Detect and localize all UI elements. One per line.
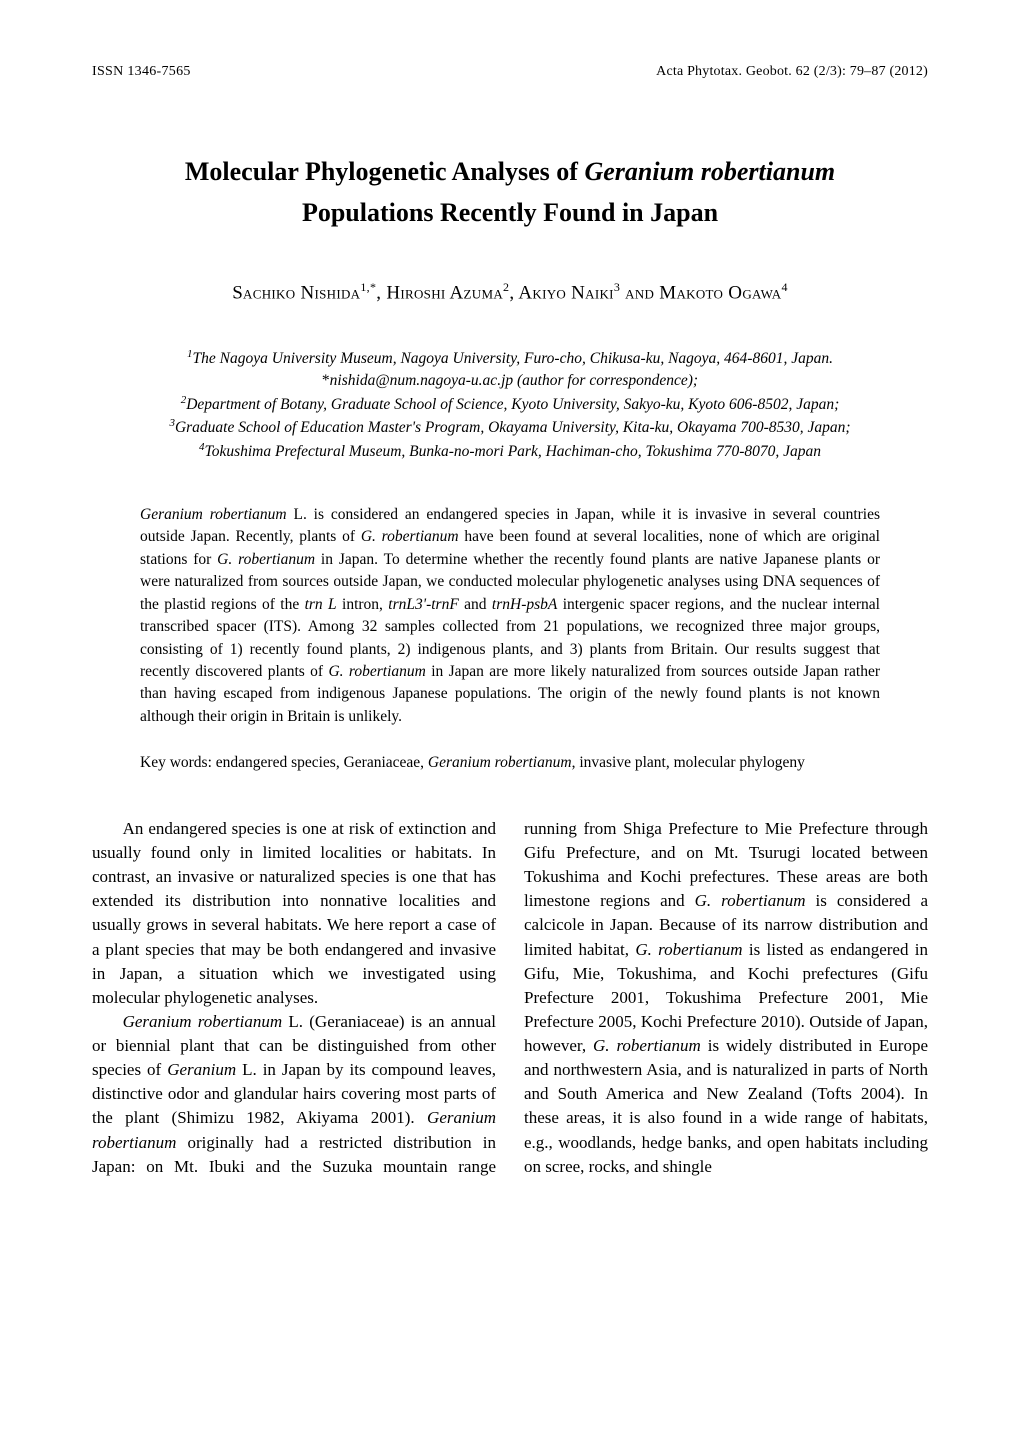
affiliation-2: Department of Botany, Graduate School of… bbox=[186, 396, 839, 413]
article-title: Molecular Phylogenetic Analyses of Geran… bbox=[92, 152, 928, 233]
issn-label: ISSN 1346-7565 bbox=[92, 62, 191, 82]
title-line1-prefix: Molecular Phylogenetic Analyses of bbox=[185, 157, 585, 186]
author-2: Hiroshi Azuma bbox=[386, 282, 503, 303]
body-species: G. robertianum bbox=[635, 940, 742, 959]
affiliation-4: Tokushima Prefectural Museum, Bunka-no-m… bbox=[205, 443, 822, 460]
affiliation-1: The Nagoya University Museum, Nagoya Uni… bbox=[193, 350, 833, 367]
body-species: Geranium robertianum bbox=[123, 1012, 283, 1031]
abstract-species: G. robertianum bbox=[217, 551, 315, 568]
running-header: ISSN 1346-7565 Acta Phytotax. Geobot. 62… bbox=[92, 62, 928, 82]
body-run: is widely distributed in Europe and nort… bbox=[524, 1036, 928, 1176]
author-sep-and: and bbox=[620, 282, 659, 303]
author-1: Sachiko Nishida bbox=[232, 282, 360, 303]
abstract-species: G. robertianum bbox=[328, 663, 425, 680]
author-4-affil: 4 bbox=[781, 280, 787, 294]
abstract-block: Geranium robertianum L. is considered an… bbox=[140, 504, 880, 729]
title-line2: Populations Recently Found in Japan bbox=[302, 198, 718, 227]
keywords-suffix: , invasive plant, molecular phylogeny bbox=[572, 754, 805, 771]
abstract-species: G. robertianum bbox=[361, 528, 459, 545]
journal-reference: Acta Phytotax. Geobot. 62 (2/3): 79–87 (… bbox=[656, 62, 928, 82]
abstract-gene: trnL3'-trnF bbox=[388, 596, 459, 613]
body-species: G. robertianum bbox=[593, 1036, 701, 1055]
author-list: Sachiko Nishida1,*, Hiroshi Azuma2, Akiy… bbox=[92, 279, 928, 307]
abstract-gene: trnH-psbA bbox=[492, 596, 557, 613]
author-sep: , bbox=[376, 282, 386, 303]
keywords-block: Key words: endangered species, Geraniace… bbox=[140, 752, 880, 774]
body-species: G. robertianum bbox=[695, 891, 806, 910]
title-species-name: Geranium robertianum bbox=[584, 157, 835, 186]
abstract-text: and bbox=[459, 596, 492, 613]
body-text-columns: An endangered species is one at risk of … bbox=[92, 817, 928, 1179]
author-4: Makoto Ogawa bbox=[659, 282, 781, 303]
affiliation-3: Graduate School of Education Master's Pr… bbox=[175, 420, 851, 437]
author-3: Akiyo Naiki bbox=[518, 282, 613, 303]
keywords-species: Geranium robertianum bbox=[428, 754, 572, 771]
abstract-text: intron, bbox=[337, 596, 389, 613]
body-genus: Geranium bbox=[167, 1060, 236, 1079]
correspondence-email: nishida@num.nagoya-u.ac.jp (author for c… bbox=[330, 372, 698, 389]
affiliations-block: 1The Nagoya University Museum, Nagoya Un… bbox=[102, 347, 918, 464]
corr-asterisk: * bbox=[322, 372, 330, 389]
author-1-affil: 1,* bbox=[360, 280, 376, 294]
abstract-gene: trn L bbox=[305, 596, 337, 613]
body-paragraph-1: An endangered species is one at risk of … bbox=[92, 817, 496, 1010]
abstract-species: Geranium robertianum bbox=[140, 506, 287, 523]
keywords-prefix: Key words: endangered species, Geraniace… bbox=[140, 754, 428, 771]
